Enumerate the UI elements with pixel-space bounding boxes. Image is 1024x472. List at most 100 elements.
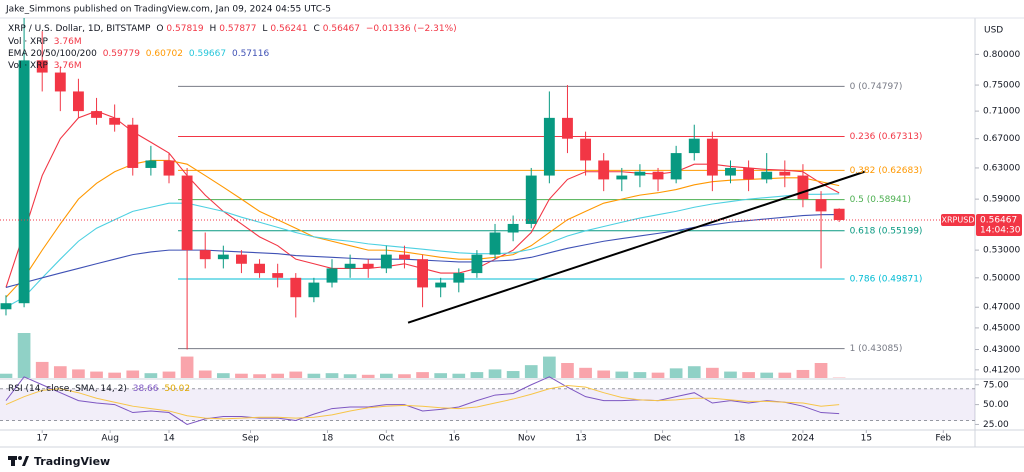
volume-bar bbox=[162, 371, 176, 378]
volume-bar bbox=[90, 371, 103, 378]
ohlc-value: 0.57819 bbox=[166, 24, 204, 34]
x-tick-label: Dec bbox=[654, 434, 671, 444]
volume-bar bbox=[53, 366, 67, 378]
candle-body bbox=[598, 160, 610, 180]
volume-legend: Vol · XRP 3.76M bbox=[8, 61, 85, 72]
volume-bar bbox=[615, 371, 629, 378]
volume-legend-value: 3.76M bbox=[53, 61, 82, 71]
rsi-y-tick-label: 75.00 bbox=[983, 380, 1009, 390]
price-tag-value: 0.56467 bbox=[980, 215, 1017, 225]
fib-label: 0.236 (0.67313) bbox=[850, 132, 923, 142]
ema-value: 0.57116 bbox=[231, 49, 270, 59]
volume-bar bbox=[289, 371, 303, 378]
fib-label: 0.382 (0.62683) bbox=[850, 166, 923, 176]
candle-body bbox=[706, 138, 718, 176]
volume-bar bbox=[271, 373, 285, 378]
volume-bar bbox=[108, 372, 121, 378]
y-tick-label: 0.80000 bbox=[983, 50, 1020, 60]
volume-bar bbox=[253, 374, 266, 378]
ohlc-value: 0.56467 bbox=[322, 24, 360, 34]
y-axis-label: USD bbox=[984, 26, 1003, 36]
candle-body bbox=[290, 277, 302, 298]
volume-bar bbox=[35, 361, 49, 378]
x-tick-label: 17 bbox=[36, 434, 47, 444]
candle-body bbox=[562, 117, 573, 139]
candle-body bbox=[18, 60, 30, 304]
volume-bar bbox=[814, 363, 828, 378]
candle-body bbox=[0, 303, 12, 310]
ohlc-value: 0.56241 bbox=[270, 24, 308, 34]
fib-label: 0 (0.74797) bbox=[850, 82, 903, 92]
candle-body bbox=[761, 171, 773, 180]
y-tick-label: 0.41200 bbox=[983, 365, 1020, 375]
ema-value: 0.60702 bbox=[145, 49, 184, 59]
rsi-line bbox=[5, 385, 840, 420]
candle-body bbox=[471, 254, 483, 274]
ema-line bbox=[5, 193, 840, 308]
candle-body bbox=[91, 111, 102, 118]
volume-bar bbox=[579, 367, 592, 378]
volume-bar bbox=[235, 373, 248, 378]
y-tick-label: 0.67000 bbox=[983, 134, 1020, 144]
x-tick-label: 15 bbox=[861, 434, 872, 444]
candle-body bbox=[797, 175, 809, 200]
x-tick-label: Aug bbox=[101, 434, 119, 444]
ema-value: 0.59667 bbox=[188, 49, 227, 59]
candle-body bbox=[779, 171, 791, 176]
x-tick-label: 18 bbox=[734, 434, 746, 444]
candle-body bbox=[417, 259, 429, 288]
volume-legend-name: Vol · XRP bbox=[8, 61, 48, 71]
volume-bar bbox=[742, 372, 755, 378]
fib-label: 1 (0.43085) bbox=[850, 344, 903, 354]
candle-body bbox=[670, 153, 682, 180]
volume-bar bbox=[416, 372, 429, 378]
y-tick-label: 0.50000 bbox=[983, 273, 1020, 283]
volume-bar bbox=[651, 372, 665, 378]
logo-part bbox=[18, 456, 22, 460]
candle-body bbox=[688, 138, 700, 154]
ohlc-label: L bbox=[262, 24, 268, 34]
candle-body bbox=[489, 232, 501, 255]
volume-bar bbox=[0, 373, 13, 378]
rsi-y-tick-label: 25.00 bbox=[983, 420, 1009, 430]
x-tick-label: Nov bbox=[518, 434, 536, 444]
symbol-legend: XRP / U.S. Dollar, 1D, BITSTAMP O 0.57819… bbox=[8, 24, 460, 35]
candle-body bbox=[272, 273, 284, 278]
publisher-line: Jake_Simmons published on TradingView.co… bbox=[5, 5, 331, 15]
rsi-value: 38.66 bbox=[132, 384, 159, 394]
volume-bar bbox=[796, 369, 810, 378]
volume-bar bbox=[216, 373, 230, 378]
y-tick-label: 0.71000 bbox=[983, 107, 1020, 117]
ema-legend: EMA 20/50/100/200 0.59779 0.60702 0.5966… bbox=[8, 49, 272, 60]
volume-bar bbox=[180, 356, 194, 378]
candle-body bbox=[344, 263, 356, 269]
volume-bar bbox=[524, 365, 538, 378]
y-tick-label: 0.53000 bbox=[983, 246, 1020, 256]
symbol-title: XRP / U.S. Dollar, 1D, BITSTAMP bbox=[8, 24, 151, 34]
rsi-line bbox=[5, 376, 840, 425]
volume-bar bbox=[198, 370, 212, 378]
volume-bar bbox=[307, 373, 321, 378]
y-tick-label: 0.45000 bbox=[983, 323, 1020, 333]
y-tick-label: 0.59000 bbox=[983, 195, 1020, 205]
candle-body bbox=[634, 171, 646, 176]
volume-bar bbox=[470, 372, 484, 378]
candle-body bbox=[72, 91, 84, 112]
logo-part bbox=[22, 456, 29, 466]
volume-bar bbox=[561, 363, 574, 378]
symbol-tag: XRPUSD bbox=[942, 215, 975, 224]
price-tag-countdown: 14:04:30 bbox=[980, 225, 1021, 235]
x-tick-label: 13 bbox=[575, 434, 586, 444]
x-tick-label: Feb bbox=[935, 434, 951, 444]
footer-brand: TradingView bbox=[34, 455, 110, 468]
volume-bar bbox=[543, 356, 556, 378]
fib-label: 0.618 (0.55199) bbox=[850, 226, 923, 236]
price-tag-bg bbox=[976, 213, 1022, 236]
volume-bar bbox=[669, 368, 683, 378]
candle-body bbox=[199, 250, 211, 260]
ohlc-label: C bbox=[313, 24, 320, 34]
volume-bar bbox=[361, 374, 375, 378]
rsi-value: 50.02 bbox=[164, 384, 191, 394]
candle-body bbox=[453, 273, 465, 283]
